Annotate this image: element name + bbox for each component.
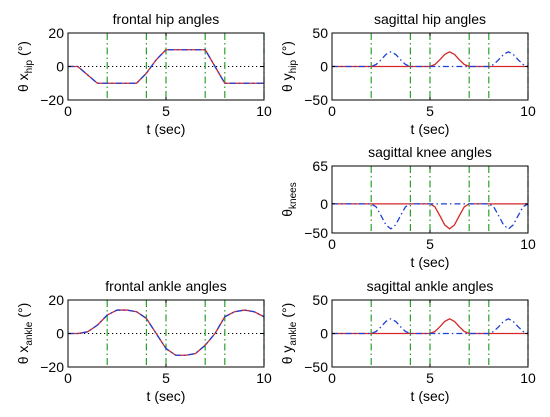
y-tick-label: 20 <box>48 292 64 308</box>
y-tick-label: 0 <box>320 59 328 75</box>
chart-title: sagittal hip angles <box>374 11 486 27</box>
y-tick-label: −20 <box>40 92 64 108</box>
x-axis-label: t (sec) <box>411 254 450 270</box>
series-line-blue <box>332 203 528 230</box>
y-axis-label-unit: (°) <box>279 41 295 56</box>
y-axis-label-subscript: ankle <box>24 321 35 345</box>
chart-title: sagittal knee angles <box>368 144 492 160</box>
y-tick-label: −50 <box>304 359 328 375</box>
y-tick-label: 0 <box>320 326 328 342</box>
y-axis-label-subscript: knees <box>288 182 299 209</box>
chart-title: frontal hip angles <box>113 11 220 27</box>
y-tick-label: 20 <box>48 25 64 41</box>
y-axis-label-subscript: hip <box>288 60 299 74</box>
y-axis-label-main: θ y <box>279 73 295 92</box>
y-axis-label-main: θ x <box>15 346 31 365</box>
x-tick-label: 5 <box>426 370 434 386</box>
chart-title: sagittal ankle angles <box>367 278 494 294</box>
x-axis-label: t (sec) <box>411 121 450 137</box>
y-tick-label: 0 <box>320 196 328 212</box>
x-tick-label: 0 <box>328 236 336 252</box>
x-tick-label: 10 <box>520 370 536 386</box>
y-axis-label-unit: (°) <box>15 41 31 56</box>
x-tick-label: 0 <box>64 103 72 119</box>
y-axis-label-unit: (°) <box>15 303 31 318</box>
series-line-red <box>332 51 528 68</box>
x-tick-label: 5 <box>426 103 434 119</box>
y-tick-label: −20 <box>40 359 64 375</box>
y-tick-label: 65 <box>312 158 328 174</box>
x-axis-label: t (sec) <box>147 388 186 404</box>
y-axis-label: θ xankle (°) <box>15 303 35 365</box>
x-tick-label: 5 <box>162 103 170 119</box>
y-axis-label-subscript: hip <box>24 60 35 74</box>
series-line-red <box>332 203 528 230</box>
y-axis-label: θ yankle (°) <box>279 303 299 365</box>
x-axis-label: t (sec) <box>147 121 186 137</box>
x-tick-label: 10 <box>520 103 536 119</box>
y-axis-label-unit: (°) <box>279 303 295 318</box>
y-axis-label-subscript: ankle <box>288 321 299 345</box>
y-tick-label: 50 <box>312 292 328 308</box>
x-tick-label: 5 <box>162 370 170 386</box>
x-tick-label: 10 <box>256 103 272 119</box>
x-axis-label: t (sec) <box>411 388 450 404</box>
y-tick-label: 0 <box>56 59 64 75</box>
series-line-blue <box>68 309 264 356</box>
y-axis-label: θknees <box>279 182 299 216</box>
series-line-red <box>332 318 528 335</box>
y-tick-label: 0 <box>56 326 64 342</box>
y-axis-label-main: θ y <box>279 346 295 365</box>
x-tick-label: 10 <box>256 370 272 386</box>
y-axis-label-main: θ x <box>15 73 31 92</box>
chart-title: frontal ankle angles <box>105 278 226 294</box>
y-axis-label-main: θ <box>279 209 295 217</box>
x-tick-label: 10 <box>520 236 536 252</box>
y-tick-label: −50 <box>304 92 328 108</box>
series-line-blue <box>68 49 264 84</box>
y-tick-label: 50 <box>312 25 328 41</box>
y-axis-label: θ xhip (°) <box>15 41 35 92</box>
y-tick-label: −50 <box>304 225 328 241</box>
y-axis-label: θ yhip (°) <box>279 41 299 92</box>
x-tick-label: 0 <box>64 370 72 386</box>
x-tick-label: 5 <box>426 236 434 252</box>
x-tick-label: 0 <box>328 103 336 119</box>
x-tick-label: 0 <box>328 370 336 386</box>
